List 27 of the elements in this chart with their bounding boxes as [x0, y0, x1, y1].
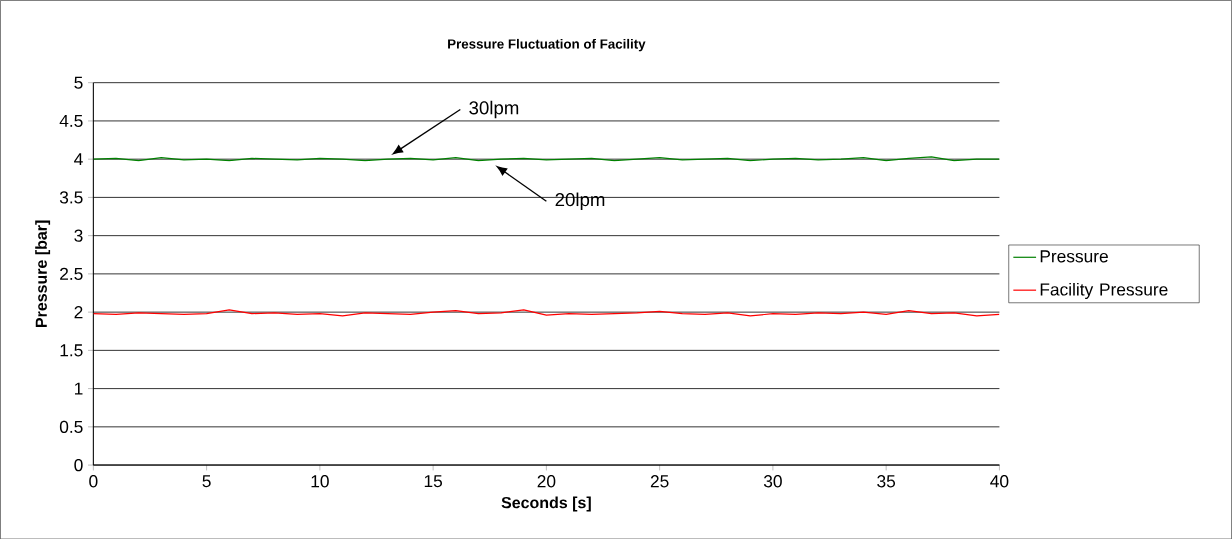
- y-tick-label: 3.5: [59, 191, 83, 204]
- annotation: 30lpm: [469, 100, 519, 118]
- y-tick-label: 5: [74, 76, 83, 89]
- legend-label: Pressure: [1040, 250, 1108, 263]
- y-tick-label: 1: [75, 382, 83, 395]
- y-tick-label: 0: [74, 458, 83, 471]
- y-axis-title: Pressure [bar]: [35, 220, 51, 327]
- x-tick-label: 0: [89, 474, 98, 488]
- x-tick-label: 20: [537, 474, 556, 488]
- x-tick-label: 15: [424, 474, 443, 487]
- legend-label: Facility Pressure: [1040, 282, 1168, 299]
- x-tick-label: 10: [311, 474, 329, 488]
- y-tick-label: 0.5: [59, 420, 83, 433]
- y-tick-label: 2: [74, 305, 83, 318]
- x-tick-label: 25: [650, 474, 669, 488]
- x-tick-label: 30: [763, 474, 782, 488]
- chart-title: Pressure Fluctuation of Facility: [448, 38, 646, 52]
- line-series: [93, 309, 1000, 317]
- y-tick-label: 1.5: [60, 344, 83, 357]
- y-tick-label: 4.5: [59, 114, 83, 127]
- x-tick-label: 35: [877, 474, 896, 488]
- y-tick-label: 4: [74, 152, 83, 165]
- y-tick-label: 2.5: [60, 267, 83, 280]
- x-tick-label: 40: [990, 474, 1009, 488]
- y-tick-label: 3: [74, 229, 83, 242]
- x-axis-title: Seconds [s]: [501, 496, 591, 512]
- x-tick-label: 5: [202, 474, 211, 487]
